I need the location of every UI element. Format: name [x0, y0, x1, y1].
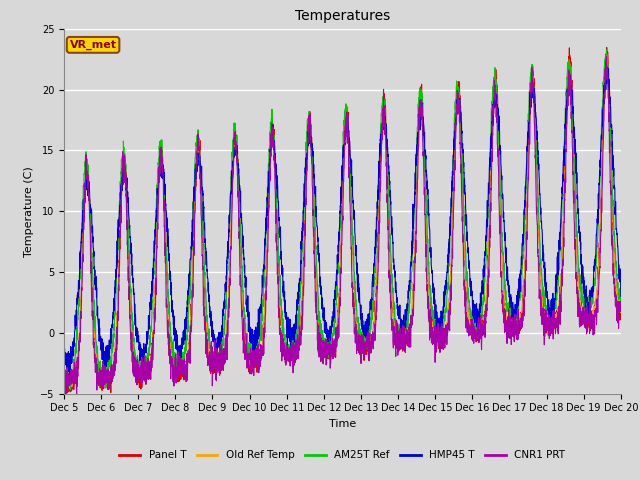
Old Ref Temp — [66, 386, 74, 392]
HMP45 T — [124, 189, 132, 195]
X-axis label: Time: Time — [329, 419, 356, 429]
HMP45 T — [298, 228, 306, 234]
HMP45 T — [157, 166, 164, 171]
Old Ref Temp — [603, 58, 611, 64]
Panel T — [298, 305, 306, 311]
Old Ref Temp — [124, 216, 132, 222]
Panel T — [546, 328, 554, 334]
AM25T Ref — [298, 255, 306, 261]
HMP45 T — [60, 347, 68, 352]
AM25T Ref — [617, 297, 625, 303]
AM25T Ref — [606, 123, 614, 129]
Y-axis label: Temperature (C): Temperature (C) — [24, 166, 35, 257]
Legend: Panel T, Old Ref Temp, AM25T Ref, HMP45 T, CNR1 PRT: Panel T, Old Ref Temp, AM25T Ref, HMP45 … — [115, 446, 570, 465]
Old Ref Temp — [617, 307, 625, 312]
Panel T — [61, 395, 68, 401]
AM25T Ref — [603, 47, 611, 53]
Panel T — [606, 117, 614, 122]
Old Ref Temp — [298, 300, 306, 305]
Panel T — [60, 375, 68, 381]
HMP45 T — [602, 63, 610, 69]
Line: Panel T: Panel T — [64, 48, 621, 398]
AM25T Ref — [124, 204, 132, 209]
CNR1 PRT — [60, 375, 68, 381]
CNR1 PRT — [124, 255, 132, 261]
Line: HMP45 T: HMP45 T — [64, 66, 621, 375]
CNR1 PRT — [617, 309, 625, 314]
Text: VR_met: VR_met — [70, 40, 116, 50]
Line: AM25T Ref: AM25T Ref — [64, 50, 621, 390]
Old Ref Temp — [274, 233, 282, 239]
Panel T — [603, 45, 611, 50]
Panel T — [157, 154, 164, 159]
HMP45 T — [546, 309, 554, 314]
AM25T Ref — [67, 387, 74, 393]
CNR1 PRT — [298, 327, 306, 333]
AM25T Ref — [157, 141, 164, 146]
Old Ref Temp — [60, 382, 68, 387]
Old Ref Temp — [546, 317, 554, 323]
Old Ref Temp — [606, 128, 614, 133]
AM25T Ref — [60, 366, 68, 372]
HMP45 T — [606, 94, 614, 100]
CNR1 PRT — [546, 316, 554, 322]
HMP45 T — [617, 293, 625, 299]
HMP45 T — [67, 372, 74, 378]
CNR1 PRT — [157, 149, 164, 155]
CNR1 PRT — [602, 54, 610, 60]
AM25T Ref — [546, 312, 554, 317]
Line: CNR1 PRT: CNR1 PRT — [64, 57, 621, 395]
HMP45 T — [274, 185, 282, 191]
Line: Old Ref Temp: Old Ref Temp — [64, 61, 621, 389]
CNR1 PRT — [274, 261, 282, 267]
Panel T — [617, 316, 625, 322]
CNR1 PRT — [606, 180, 614, 186]
Panel T — [124, 215, 132, 221]
Old Ref Temp — [157, 155, 164, 161]
Title: Temperatures: Temperatures — [295, 10, 390, 24]
Panel T — [274, 237, 282, 243]
AM25T Ref — [274, 228, 282, 233]
CNR1 PRT — [73, 392, 81, 398]
